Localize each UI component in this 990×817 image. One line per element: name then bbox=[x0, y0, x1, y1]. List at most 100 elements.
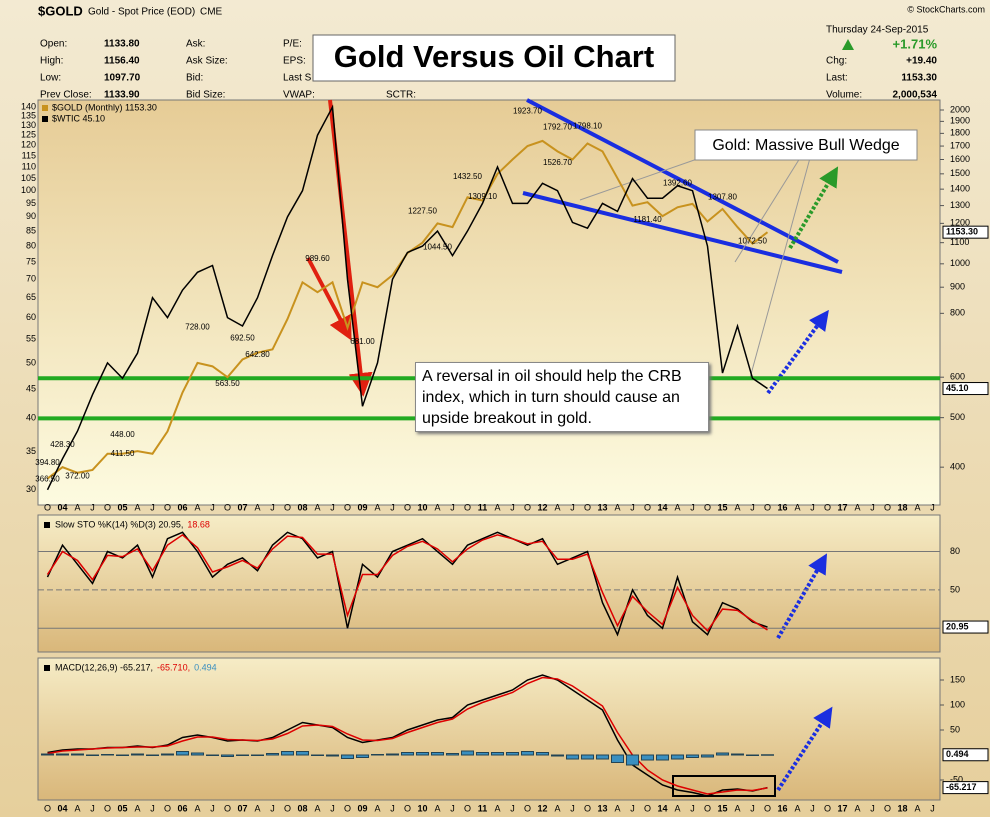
x-tick-label: A bbox=[434, 803, 440, 813]
histogram-bar bbox=[671, 754, 684, 760]
x-tick-label: O bbox=[584, 803, 591, 813]
price-label: 366.50 bbox=[35, 475, 60, 484]
x-tick-label: A bbox=[134, 502, 140, 512]
y2-tick-label: 500 bbox=[950, 412, 965, 422]
x-tick-label: 09 bbox=[357, 502, 367, 512]
y2-tick-label: 600 bbox=[950, 372, 965, 382]
price-label: 428.30 bbox=[50, 440, 75, 449]
x-tick-label: O bbox=[824, 502, 831, 512]
x-tick-label: 18 bbox=[897, 803, 907, 813]
x-tick-label: O bbox=[164, 803, 171, 813]
field-label: Last S bbox=[283, 73, 312, 84]
x-tick-label: A bbox=[74, 803, 80, 813]
y2-tick-label: 800 bbox=[950, 308, 965, 318]
y-tick-label: 135 bbox=[21, 110, 36, 120]
x-tick-label: J bbox=[750, 502, 755, 512]
macd-panel bbox=[37, 657, 941, 801]
x-tick-label: 08 bbox=[297, 502, 307, 512]
price-label: 372.00 bbox=[65, 471, 90, 480]
histogram-bar bbox=[86, 754, 99, 756]
x-tick-label: A bbox=[254, 502, 260, 512]
x-tick-label: J bbox=[870, 803, 875, 813]
y-tick-label: 110 bbox=[22, 161, 36, 171]
x-tick-label: A bbox=[194, 803, 200, 813]
x-tick-label: J bbox=[390, 803, 395, 813]
x-tick-label: A bbox=[854, 803, 860, 813]
value-tag-box bbox=[942, 620, 989, 634]
x-tick-label: J bbox=[390, 502, 395, 512]
x-tick-label: J bbox=[810, 803, 815, 813]
description: Gold - Spot Price (EOD) bbox=[88, 7, 195, 18]
value-tag-box bbox=[942, 748, 989, 762]
x-tick-label: A bbox=[494, 803, 500, 813]
wedge-label: Gold: Massive Bull Wedge bbox=[712, 137, 899, 154]
title-box bbox=[312, 34, 676, 82]
y2-tick-label: 400 bbox=[950, 462, 965, 472]
y2-tick-label: 2000 bbox=[950, 104, 970, 114]
x-tick-label: O bbox=[224, 803, 231, 813]
y-tick-label: 80 bbox=[26, 240, 36, 250]
field-label: Open: bbox=[40, 39, 67, 50]
price-label: 681.00 bbox=[350, 337, 375, 346]
x-tick-label: O bbox=[284, 502, 291, 512]
x-tick-label: O bbox=[164, 502, 171, 512]
histogram-bar bbox=[146, 754, 159, 756]
x-tick-label: 11 bbox=[478, 502, 488, 512]
x-tick-label: J bbox=[150, 502, 155, 512]
x-tick-label: J bbox=[750, 803, 755, 813]
x-tick-label: A bbox=[434, 502, 440, 512]
field-label: P/E: bbox=[283, 39, 302, 50]
x-tick-label: O bbox=[224, 502, 231, 512]
up-arrow bbox=[842, 39, 854, 50]
x-tick-label: 09 bbox=[357, 803, 367, 813]
histogram-bar bbox=[641, 754, 654, 761]
histogram-bar bbox=[176, 751, 189, 756]
x-tick-label: 12 bbox=[537, 803, 547, 813]
legend-label: $GOLD (Monthly) 1153.30 bbox=[52, 102, 157, 112]
legend-label: Slow STO %K(14) %D(3) 20.95, bbox=[55, 519, 183, 529]
histogram-bar bbox=[41, 753, 54, 756]
field-value: 1156.40 bbox=[104, 56, 140, 67]
histogram-bar bbox=[56, 753, 69, 756]
y-tick-label: 140 bbox=[21, 101, 36, 111]
price-label: 1227.50 bbox=[408, 206, 437, 215]
y-tick-label: 50 bbox=[950, 584, 960, 594]
x-tick-label: A bbox=[614, 803, 620, 813]
x-tick-label: J bbox=[270, 502, 275, 512]
histogram-bar bbox=[236, 754, 249, 756]
value-tag-box bbox=[942, 225, 989, 239]
histogram-bar bbox=[716, 752, 729, 756]
histogram-bar bbox=[686, 754, 699, 758]
field-label: Low: bbox=[40, 73, 61, 84]
y-tick-label: 50 bbox=[26, 357, 36, 367]
x-tick-label: J bbox=[630, 502, 635, 512]
x-tick-label: O bbox=[704, 502, 711, 512]
x-tick-label: J bbox=[690, 803, 695, 813]
x-tick-label: J bbox=[630, 803, 635, 813]
x-tick-label: O bbox=[404, 803, 411, 813]
value-tag-box bbox=[942, 781, 989, 795]
x-tick-label: A bbox=[194, 502, 200, 512]
series-line bbox=[46, 104, 768, 491]
x-tick-label: A bbox=[374, 803, 380, 813]
price-label: 1309.10 bbox=[468, 192, 497, 201]
price-label: 989.60 bbox=[305, 254, 330, 263]
price-label: 1181.40 bbox=[633, 215, 662, 224]
x-tick-label: O bbox=[404, 502, 411, 512]
x-tick-label: J bbox=[450, 803, 455, 813]
x-tick-label: J bbox=[870, 502, 875, 512]
x-tick-label: J bbox=[210, 502, 215, 512]
y-tick-label: 50 bbox=[950, 724, 960, 734]
callout-line bbox=[734, 157, 801, 263]
x-tick-label: J bbox=[90, 502, 95, 512]
field-value: 1097.70 bbox=[104, 73, 141, 84]
histogram-bar bbox=[386, 753, 399, 756]
x-tick-label: O bbox=[764, 803, 771, 813]
x-tick-label: O bbox=[884, 803, 891, 813]
x-tick-label: J bbox=[510, 502, 515, 512]
y-tick-label: 100 bbox=[21, 185, 36, 195]
histogram-bar bbox=[491, 752, 504, 756]
field-label: Chg: bbox=[826, 56, 847, 67]
y-tick-label: 150 bbox=[950, 674, 965, 684]
